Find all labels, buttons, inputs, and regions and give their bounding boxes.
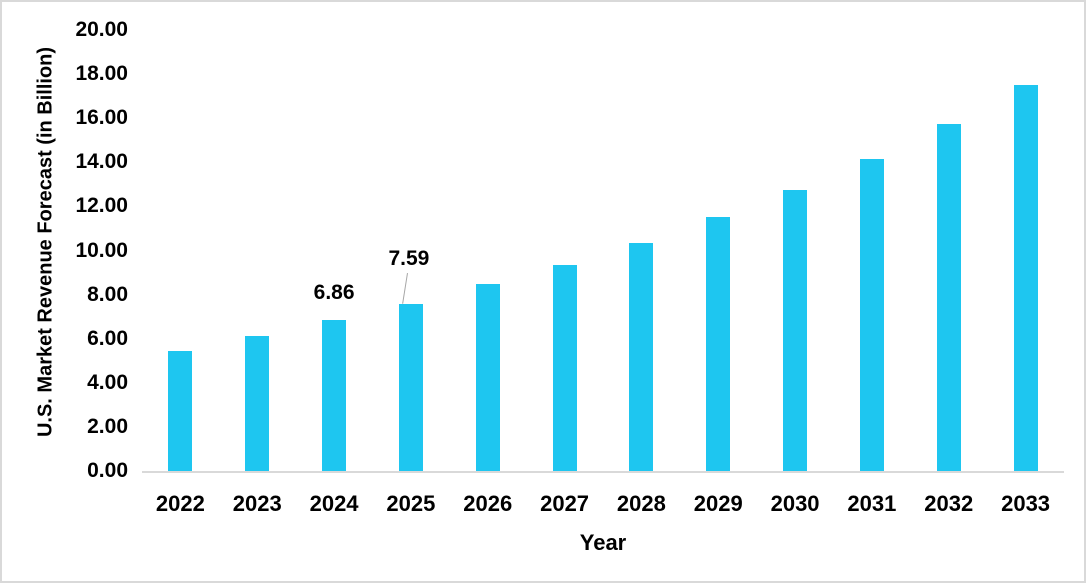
bar-2023 <box>245 335 270 471</box>
bar-2026 <box>475 284 500 471</box>
x-tick-label-2026: 2026 <box>463 491 513 516</box>
y-tick-label-4.00: 4.00 <box>87 370 128 394</box>
bar-2028 <box>629 243 654 471</box>
x-axis-title: Year <box>579 530 627 555</box>
bar-2024 <box>322 319 347 471</box>
y-tick-label-8.00: 8.00 <box>87 282 128 306</box>
data-label-2024: 6.86 <box>313 280 355 304</box>
bar-2030 <box>783 189 808 471</box>
x-tick-label-2024: 2024 <box>309 491 359 516</box>
y-tick-label-6.00: 6.00 <box>87 326 128 350</box>
bar-2031 <box>859 159 884 471</box>
data-label-2025: 7.59 <box>388 246 430 270</box>
y-tick-label-10.00: 10.00 <box>75 238 128 262</box>
x-tick-label-2023: 2023 <box>232 491 282 516</box>
plot-area: 6.86 7.59 <box>142 30 1064 473</box>
bar-2022 <box>168 350 193 471</box>
bar-2033 <box>1013 84 1038 471</box>
y-tick-label-18.00: 18.00 <box>75 62 128 86</box>
y-tick-label-12.00: 12.00 <box>75 194 128 218</box>
x-tick-label-2031: 2031 <box>847 491 897 516</box>
x-tick-label-2029: 2029 <box>693 491 743 516</box>
x-tick-label-2025: 2025 <box>386 491 436 516</box>
x-tick-label-2027: 2027 <box>540 491 590 516</box>
x-tick-label-2030: 2030 <box>770 491 820 516</box>
x-tick-label-2022: 2022 <box>155 491 205 516</box>
y-tick-label-0.00: 0.00 <box>87 459 128 482</box>
y-tick-label-20.00: 20.00 <box>75 18 128 41</box>
bar-2032 <box>936 123 961 471</box>
data-label-leader-line <box>402 272 409 304</box>
bar-2025 <box>398 303 423 471</box>
bar-2027 <box>552 264 577 471</box>
y-tick-label-2.00: 2.00 <box>87 414 128 438</box>
y-tick-label-14.00: 14.00 <box>75 150 128 174</box>
x-tick-label-2032: 2032 <box>924 491 974 516</box>
x-tick-label-2028: 2028 <box>616 491 666 516</box>
bar-2029 <box>706 217 731 471</box>
x-tick-label-2033: 2033 <box>1001 491 1051 516</box>
y-tick-label-16.00: 16.00 <box>75 106 128 130</box>
